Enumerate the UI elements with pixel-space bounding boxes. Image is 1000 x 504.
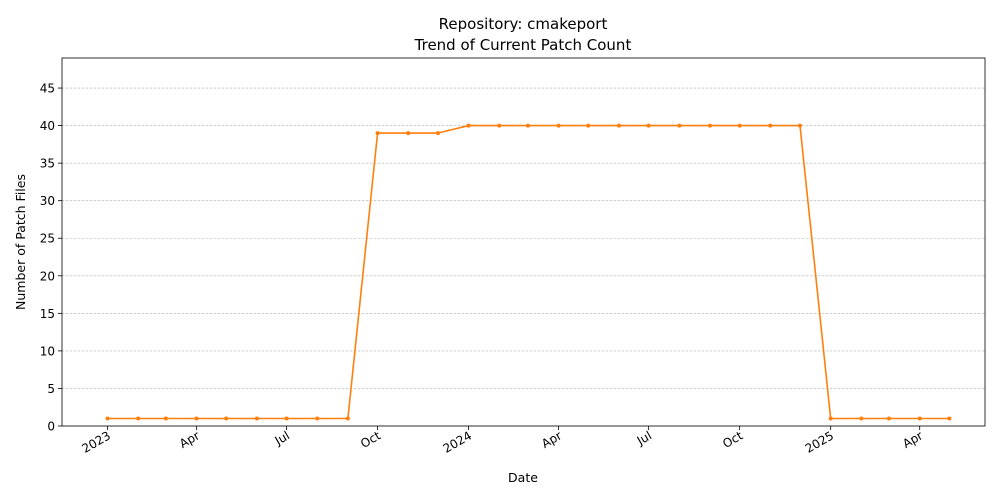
- y-tick-label: 20: [40, 269, 55, 283]
- data-point: [315, 416, 320, 421]
- x-axis-label: Date: [508, 470, 538, 485]
- y-tick-label: 10: [40, 344, 55, 358]
- y-tick-label: 25: [40, 232, 55, 246]
- data-point: [466, 123, 471, 128]
- data-point: [345, 416, 350, 421]
- y-tick-label: 40: [40, 119, 55, 133]
- data-point: [556, 123, 561, 128]
- x-tick-label: 2024: [441, 428, 474, 455]
- data-point: [406, 131, 411, 136]
- data-point: [525, 123, 530, 128]
- data-point: [375, 131, 380, 136]
- data-point: [105, 416, 110, 421]
- y-axis-label: Number of Patch Files: [13, 174, 28, 310]
- y-tick-label: 30: [40, 194, 55, 208]
- plot-area-frame: [61, 57, 986, 427]
- gridlines: [62, 87, 985, 427]
- data-point: [284, 416, 289, 421]
- data-point: [194, 416, 199, 421]
- x-tick-label: Apr: [177, 428, 202, 451]
- data-point: [586, 123, 591, 128]
- data-point: [616, 123, 621, 128]
- data-point: [435, 131, 440, 136]
- x-tick-label: Jul: [634, 428, 654, 448]
- data-point: [163, 416, 168, 421]
- y-tick-label: 0: [47, 420, 55, 434]
- data-point: [768, 123, 773, 128]
- data-point: [947, 416, 952, 421]
- x-tick-label: Jul: [272, 428, 292, 448]
- data-point: [646, 123, 651, 128]
- y-axis: 0 5 10 15 20 25 30 35 40 45: [40, 82, 62, 434]
- data-point: [828, 416, 833, 421]
- y-tick-label: 45: [40, 82, 55, 96]
- data-point: [737, 123, 742, 128]
- data-point: [224, 416, 229, 421]
- x-tick-label: 2023: [80, 428, 113, 455]
- x-tick-label: Apr: [900, 428, 925, 451]
- y-tick-label: 5: [47, 382, 55, 396]
- y-tick-label: 15: [40, 307, 55, 321]
- series-line: [107, 124, 950, 420]
- y-tick-label: 35: [40, 157, 55, 171]
- chart-title: Repository: cmakeport: [439, 15, 608, 33]
- x-axis: 2023 Apr Jul Oct 2024 Apr Jul Oct 2025 Apr: [80, 426, 925, 456]
- x-tick-label: Oct: [720, 428, 745, 451]
- data-point: [917, 416, 922, 421]
- data-point: [707, 123, 712, 128]
- series-layer: [105, 123, 952, 421]
- data-point: [677, 123, 682, 128]
- x-tick-label: Apr: [539, 428, 564, 451]
- data-point: [887, 416, 892, 421]
- x-tick-label: Oct: [358, 428, 383, 451]
- data-point: [497, 123, 502, 128]
- data-point: [254, 416, 259, 421]
- chart-subtitle: Trend of Current Patch Count: [414, 36, 632, 54]
- data-point: [798, 123, 803, 128]
- data-point: [859, 416, 864, 421]
- data-point: [136, 416, 141, 421]
- x-tick-label: 2025: [803, 428, 836, 455]
